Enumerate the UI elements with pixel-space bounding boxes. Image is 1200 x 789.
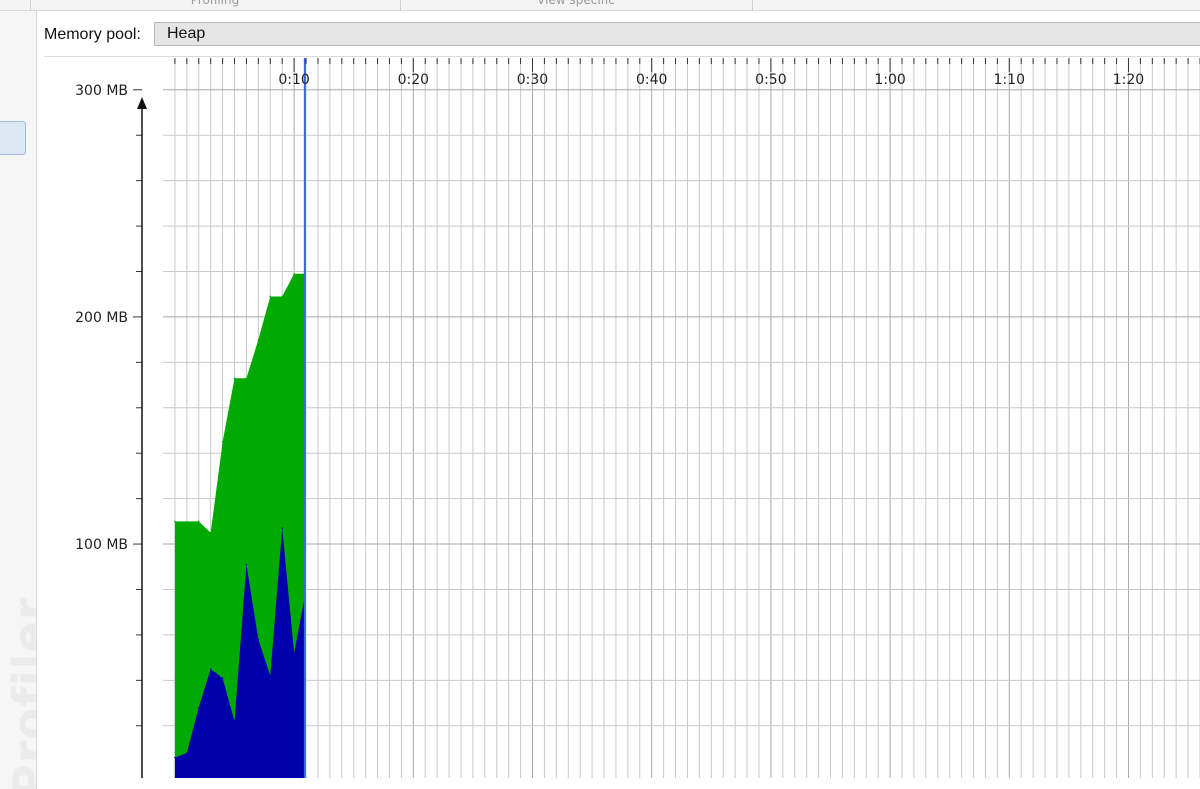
series-point-used	[293, 652, 295, 654]
x-tick-label: 1:20	[1113, 72, 1144, 88]
series-point-used	[209, 668, 212, 670]
toolbar-separator	[752, 0, 753, 10]
x-tick-label: 0:40	[636, 72, 667, 88]
series-point-used	[197, 706, 200, 709]
x-tick-label: 1:00	[874, 72, 905, 88]
series-point-allocated	[293, 272, 295, 275]
series-point-used	[257, 638, 260, 641]
axis-layer	[133, 58, 1200, 778]
y-axis-arrow-icon	[137, 97, 147, 109]
series-point-allocated	[209, 531, 212, 534]
series-point-allocated	[281, 295, 283, 298]
memory-pool-row: Memory pool: Heap	[44, 22, 1200, 48]
y-tick-label: 100 MB	[75, 537, 128, 553]
series-point-allocated	[174, 520, 176, 523]
tab-view-specific[interactable]: View specific	[537, 0, 615, 7]
left-side-panel: Profiler	[0, 11, 37, 789]
memory-pool-label: Memory pool:	[44, 26, 141, 43]
x-tick-label: 0:50	[755, 72, 786, 88]
series-area-used	[174, 528, 305, 778]
series-point-used	[281, 527, 283, 529]
left-panel-selected-item[interactable]	[0, 121, 26, 155]
toolbar-separator	[400, 0, 401, 10]
series-layer	[174, 58, 306, 778]
series-point-allocated	[221, 441, 224, 443]
y-tick-label: 200 MB	[75, 310, 128, 326]
series-point-used	[186, 752, 188, 754]
series-point-allocated	[257, 338, 260, 341]
top-toolbar-strip: Profiling View specific	[0, 0, 1200, 11]
memory-pool-select[interactable]: Heap	[154, 22, 1200, 46]
tab-profiling[interactable]: Profiling	[190, 0, 240, 7]
x-tick-label: 1:10	[994, 72, 1025, 88]
x-tick-label: 0:10	[278, 72, 309, 88]
grid-layer	[163, 58, 1200, 778]
label-layer: 0:10 0:20 0:30 0:40 0:50 1:00 1:10 1:20 100 MB 20…	[75, 72, 1144, 553]
series-point-used	[221, 677, 224, 679]
toolbar-separator	[30, 0, 31, 10]
series-point-allocated	[245, 377, 248, 380]
series-point-used	[245, 563, 248, 566]
x-tick-label: 0:20	[398, 72, 429, 88]
series-point-used	[174, 756, 176, 759]
series-point-allocated	[269, 295, 272, 298]
header-divider	[44, 56, 1200, 57]
y-tick-label: 300 MB	[75, 83, 128, 99]
x-tick-label: 0:30	[517, 72, 548, 88]
series-point-used	[269, 674, 272, 677]
series-point-used	[233, 720, 236, 723]
series-point-allocated	[233, 377, 236, 380]
series-point-allocated	[197, 520, 200, 523]
